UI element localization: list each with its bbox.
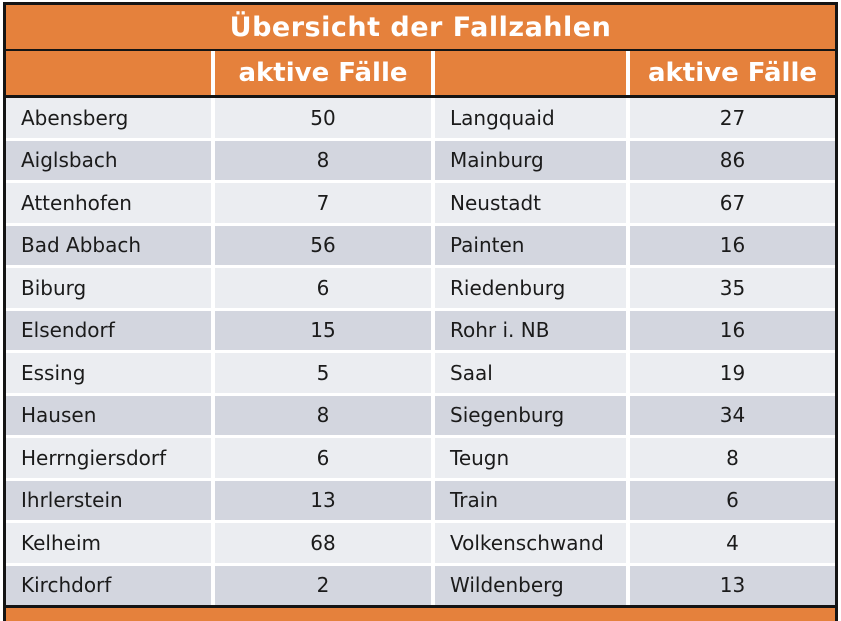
table-row: Abensberg 50 Langquaid 27 <box>6 98 835 138</box>
active-cases-value: 34 <box>630 395 835 435</box>
municipality-name: Herrngiersdorf <box>6 438 211 478</box>
active-cases-value: 8 <box>215 140 431 180</box>
active-cases-value: 15 <box>215 310 431 350</box>
table-row: Kirchdorf 2 Wildenberg 13 <box>6 565 835 605</box>
active-cases-value: 4 <box>630 523 835 563</box>
table-row: Elsendorf 15 Rohr i. NB 16 <box>6 310 835 350</box>
active-cases-value: 86 <box>630 140 835 180</box>
table-header-row: aktive Fälle aktive Fälle <box>6 51 835 95</box>
active-cases-value: 27 <box>630 98 835 138</box>
table-row: Kelheim 68 Volkenschwand 4 <box>6 523 835 563</box>
municipality-name: Abensberg <box>6 98 211 138</box>
municipality-name: Kirchdorf <box>6 565 211 605</box>
active-cases-value: 68 <box>215 523 431 563</box>
table-row: Biburg 6 Riedenburg 35 <box>6 268 835 308</box>
col-header-empty-left <box>6 51 211 95</box>
table-row: Essing 5 Saal 19 <box>6 353 835 393</box>
active-cases-value: 67 <box>630 183 835 223</box>
active-cases-value: 6 <box>630 480 835 520</box>
municipality-name: Kelheim <box>6 523 211 563</box>
active-cases-value: 8 <box>215 395 431 435</box>
divider <box>6 605 835 608</box>
active-cases-value: 16 <box>630 225 835 265</box>
municipality-name: Saal <box>435 353 626 393</box>
active-cases-value: 56 <box>215 225 431 265</box>
table-row: Bad Abbach 56 Painten 16 <box>6 225 835 265</box>
active-cases-value: 6 <box>215 268 431 308</box>
municipality-name: Neustadt <box>435 183 626 223</box>
table-row: Aiglsbach 8 Mainburg 86 <box>6 140 835 180</box>
municipality-name: Painten <box>435 225 626 265</box>
active-cases-value: 50 <box>215 98 431 138</box>
municipality-name: Elsendorf <box>6 310 211 350</box>
active-cases-value: 16 <box>630 310 835 350</box>
active-cases-value: 8 <box>630 438 835 478</box>
municipality-name: Aiglsbach <box>6 140 211 180</box>
table-row: Attenhofen 7 Neustadt 67 <box>6 183 835 223</box>
municipality-name: Riedenburg <box>435 268 626 308</box>
col-header-empty-right <box>435 51 626 95</box>
col-header-active-cases-right: aktive Fälle <box>630 51 835 95</box>
table-row: Herrngiersdorf 6 Teugn 8 <box>6 438 835 478</box>
divider <box>6 95 835 98</box>
col-header-active-cases-left: aktive Fälle <box>215 51 431 95</box>
active-cases-value: 13 <box>630 565 835 605</box>
active-cases-value: 6 <box>215 438 431 478</box>
municipality-name: Hausen <box>6 395 211 435</box>
municipality-name: Mainburg <box>435 140 626 180</box>
municipality-name: Train <box>435 480 626 520</box>
municipality-name: Ihrlerstein <box>6 480 211 520</box>
active-cases-value: 2 <box>215 565 431 605</box>
table-title: Übersicht der Fallzahlen <box>6 5 835 49</box>
municipality-name: Biburg <box>6 268 211 308</box>
table-body: Abensberg 50 Langquaid 27 Aiglsbach 8 Mainburg… <box>6 98 835 605</box>
table-row: Hausen 8 Siegenburg 34 <box>6 395 835 435</box>
table-row: Ihrlerstein 13 Train 6 <box>6 480 835 520</box>
municipality-name: Attenhofen <box>6 183 211 223</box>
active-cases-value: 19 <box>630 353 835 393</box>
municipality-name: Siegenburg <box>435 395 626 435</box>
municipality-name: Rohr i. NB <box>435 310 626 350</box>
clipped-next-section-strip <box>6 608 835 621</box>
active-cases-value: 13 <box>215 480 431 520</box>
active-cases-value: 7 <box>215 183 431 223</box>
municipality-name: Volkenschwand <box>435 523 626 563</box>
divider <box>6 49 835 51</box>
municipality-name: Langquaid <box>435 98 626 138</box>
municipality-name: Teugn <box>435 438 626 478</box>
active-cases-value: 35 <box>630 268 835 308</box>
municipality-name: Bad Abbach <box>6 225 211 265</box>
fallzahlen-table: Übersicht der Fallzahlen aktive Fälle ak… <box>3 2 838 621</box>
municipality-name: Wildenberg <box>435 565 626 605</box>
municipality-name: Essing <box>6 353 211 393</box>
active-cases-value: 5 <box>215 353 431 393</box>
